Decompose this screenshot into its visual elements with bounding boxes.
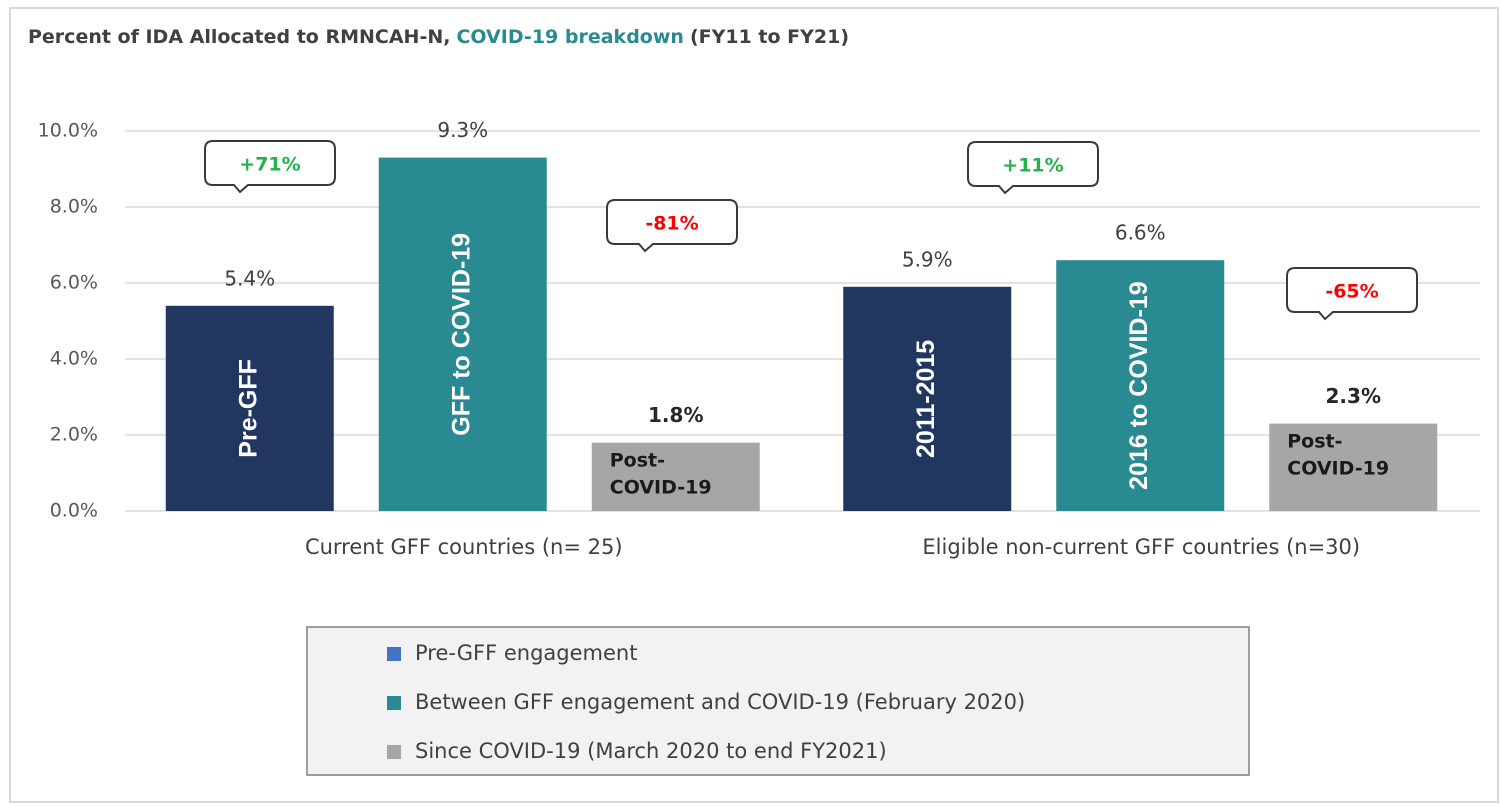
title-part: COVID-19 breakdown	[456, 26, 683, 48]
bar-label-line: COVID-19	[1287, 457, 1389, 479]
x-tick-label: Current GFF countries (n= 25)	[305, 535, 623, 559]
y-tick-label: 6.0%	[50, 272, 98, 294]
callout-box	[1286, 267, 1418, 321]
bar-label: 2016 to COVID-19	[1125, 281, 1153, 489]
legend-swatch	[387, 647, 401, 661]
bar	[1056, 260, 1225, 511]
callout-label: +71%	[239, 154, 300, 176]
value-label: 6.6%	[1115, 221, 1166, 245]
bar	[1269, 423, 1438, 511]
legend-swatch	[387, 696, 401, 710]
title-part: (FY11 to FY21)	[690, 26, 849, 48]
callout-box	[606, 199, 738, 253]
bar-label: Pre-GFF	[234, 359, 262, 458]
value-label: 2.3%	[1326, 384, 1381, 408]
legend-box	[306, 626, 1250, 776]
y-tick-label: 8.0%	[50, 196, 98, 218]
bar	[378, 157, 547, 511]
y-tick-label: 0.0%	[50, 500, 98, 522]
legend-label: Pre-GFF engagement	[415, 641, 637, 665]
bar	[591, 442, 760, 511]
bar-label: Post- COVID-19	[1287, 430, 1389, 479]
value-label: 5.4%	[224, 266, 275, 290]
y-tick-label: 2.0%	[50, 424, 98, 446]
legend-swatch	[387, 745, 401, 759]
chart-title: Percent of IDA Allocated to RMNCAH-N, COV…	[28, 26, 849, 48]
bar-label: GFF to COVID-19	[447, 233, 475, 436]
bar	[843, 286, 1012, 511]
bar-label-line: Post-	[610, 449, 665, 471]
legend-label: Since COVID-19 (March 2020 to end FY2021…	[415, 739, 887, 763]
bar-label-line: Post-	[1287, 430, 1342, 452]
value-label: 1.8%	[648, 403, 703, 427]
legend-label: Between GFF engagement and COVID-19 (Feb…	[415, 690, 1025, 714]
x-tick-label: Eligible non-current GFF countries (n=30…	[922, 535, 1360, 559]
bar	[165, 305, 334, 511]
title-part: Percent of IDA Allocated to RMNCAH-N,	[28, 26, 450, 48]
bar-label: Post- COVID-19	[610, 449, 712, 498]
value-label: 5.9%	[902, 247, 953, 271]
y-tick-label: 4.0%	[50, 348, 98, 370]
callout-label: +11%	[1002, 155, 1063, 177]
callout-label: -81%	[645, 213, 698, 235]
bar-label: 2011-2015	[912, 340, 940, 458]
callout-label: -65%	[1325, 281, 1378, 303]
y-tick-label: 10.0%	[38, 120, 98, 142]
value-label: 9.3%	[437, 118, 488, 142]
callout-box	[967, 141, 1099, 195]
callout-box	[204, 140, 336, 194]
bar-label-line: COVID-19	[610, 476, 712, 498]
